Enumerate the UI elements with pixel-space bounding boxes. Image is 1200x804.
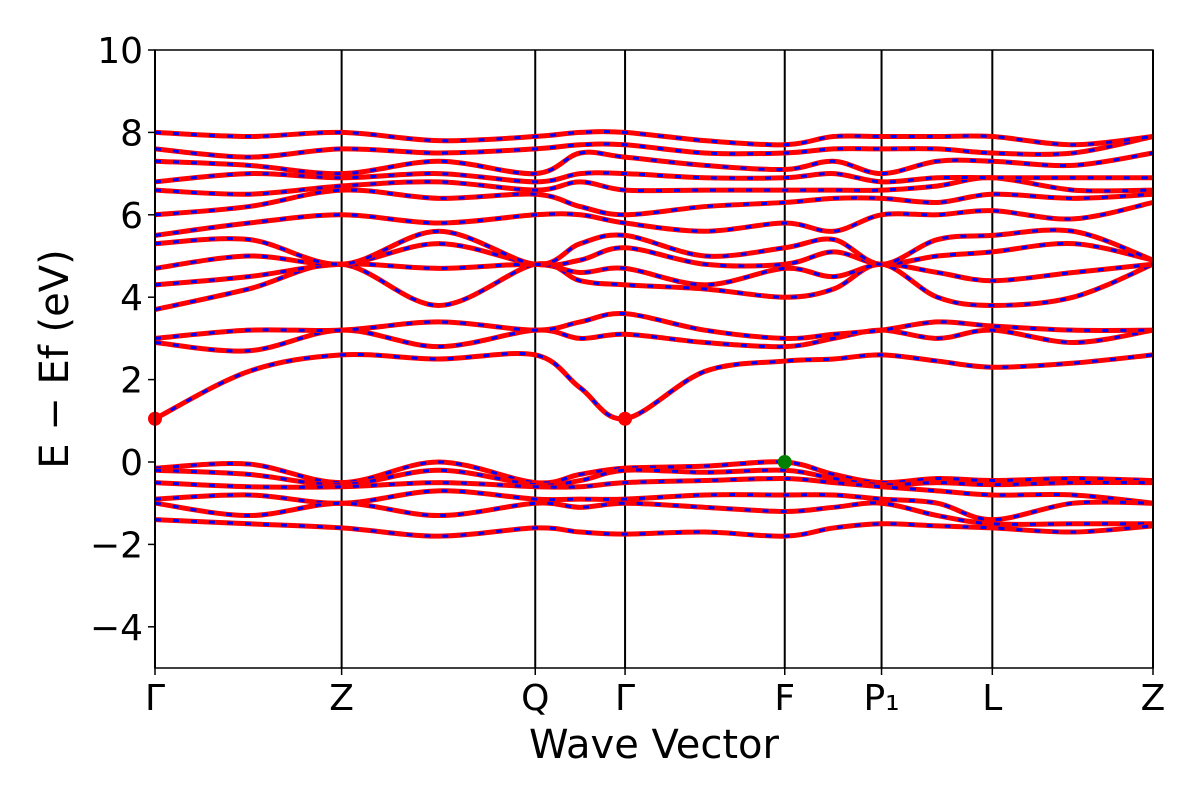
- y-tick-label: 4: [120, 278, 143, 319]
- y-tick-label: 6: [120, 196, 143, 237]
- y-tick-label: 8: [120, 113, 143, 154]
- band-spin-down: [154, 130, 1154, 147]
- y-tick-label: −2: [90, 525, 143, 566]
- band-spin-down: [154, 188, 1154, 217]
- x-tick-label: Z: [1141, 678, 1166, 719]
- x-axis-label: Wave Vector: [529, 722, 780, 768]
- band-spin-down: [154, 460, 1154, 485]
- x-tick-label: F: [774, 678, 795, 719]
- band-spin-down: [154, 262, 1154, 287]
- x-tick-label: P₁: [863, 678, 899, 719]
- band-spin-down: [154, 200, 1154, 237]
- band-spin-down: [154, 489, 1154, 522]
- band-spin-down: [154, 351, 1154, 421]
- x-tick-label: Γ: [615, 678, 635, 719]
- x-tick-label: L: [982, 678, 1002, 719]
- band-spin-down: [154, 518, 1154, 538]
- plot-frame: [154, 49, 1154, 669]
- band-spin-up: [154, 327, 1154, 354]
- y-axis-label: E − Ef (eV): [32, 249, 78, 468]
- band-spin-up: [154, 475, 1154, 506]
- cbm-point: [618, 411, 633, 426]
- band-spin-up: [154, 311, 1154, 341]
- band-spin-down: [154, 135, 1154, 159]
- band-spin-up: [154, 227, 1154, 267]
- band-spin-up: [154, 170, 1153, 185]
- vbm-point: [777, 455, 792, 469]
- x-tick-label: Γ: [145, 678, 165, 719]
- band-spin-down: [154, 328, 1154, 353]
- y-tick-label: 0: [120, 443, 143, 484]
- band-spin-up: [154, 199, 1154, 238]
- x-tick-label: Q: [521, 678, 549, 719]
- x-tick-label: Z: [329, 678, 354, 719]
- y-tick-label: 10: [97, 31, 143, 72]
- band-spin-down: [154, 228, 1154, 266]
- y-tick-label: −4: [90, 608, 143, 649]
- band-spin-up: [154, 261, 1154, 288]
- band-spin-up: [153, 350, 1154, 422]
- y-tick-label: 2: [120, 361, 143, 402]
- band-spin-up: [154, 500, 1153, 527]
- band-spin-up: [154, 149, 1154, 177]
